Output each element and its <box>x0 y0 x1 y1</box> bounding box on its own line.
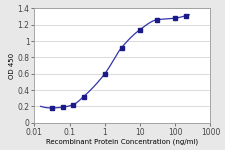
Y-axis label: OD 450: OD 450 <box>9 52 15 79</box>
X-axis label: Recombinant Protein Concentration (ng/ml): Recombinant Protein Concentration (ng/ml… <box>46 139 198 145</box>
